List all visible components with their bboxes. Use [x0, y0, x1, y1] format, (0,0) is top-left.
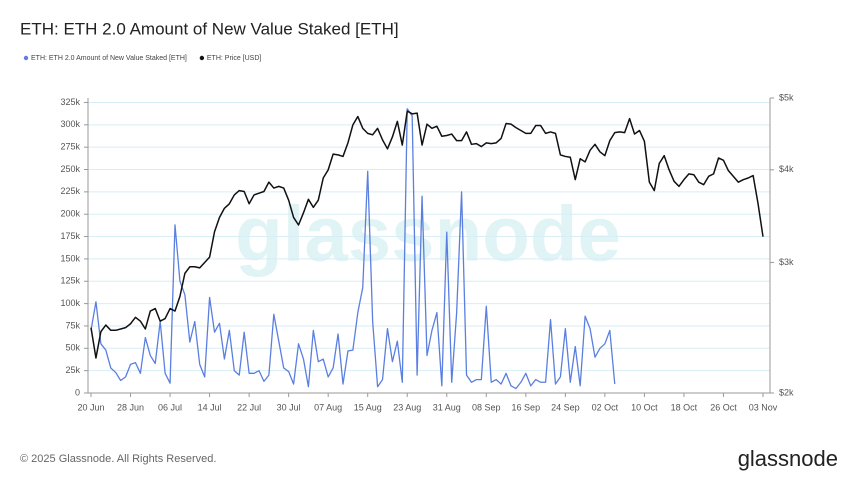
series-line: [90, 110, 764, 359]
y-tick-label: 75k: [65, 320, 80, 330]
y-tick-label: 100k: [60, 298, 80, 308]
y-tick-label: 50k: [65, 343, 80, 353]
x-tick-label: 16 Sep: [512, 402, 541, 412]
x-tick-label: 02 Oct: [592, 402, 619, 412]
y-tick-label: 125k: [60, 276, 80, 286]
y2-tick-label: $2k: [779, 387, 794, 397]
legend-marker: [23, 55, 29, 61]
y-tick-label: 300k: [60, 119, 80, 129]
legend-label: ETH: Price [USD]: [207, 55, 262, 62]
chart-title: ETH: ETH 2.0 Amount of New Value Staked …: [20, 19, 399, 38]
legend-marker: [199, 55, 205, 61]
x-tick-label: 07 Aug: [314, 402, 342, 412]
y-tick-label: 150k: [60, 253, 80, 263]
x-tick-label: 15 Aug: [354, 402, 382, 412]
x-tick-label: 31 Aug: [433, 402, 461, 412]
x-tick-label: 10 Oct: [631, 402, 658, 412]
logo: glassnode: [738, 446, 838, 471]
y-tick-label: 200k: [60, 209, 80, 219]
legend-label: ETH: ETH 2.0 Amount of New Value Staked …: [31, 55, 187, 62]
y-tick-label: 25k: [65, 365, 80, 375]
x-tick-label: 06 Jul: [158, 402, 182, 412]
y2-tick-label: $3k: [779, 257, 794, 267]
x-tick-label: 22 Jul: [237, 402, 261, 412]
y2-tick-label: $5k: [779, 92, 794, 102]
y2-tick-label: $4k: [779, 164, 794, 174]
x-tick-label: 18 Oct: [671, 402, 698, 412]
y-tick-label: 225k: [60, 186, 80, 196]
x-tick-label: 26 Oct: [710, 402, 737, 412]
y-tick-label: 275k: [60, 142, 80, 152]
x-tick-label: 30 Jul: [277, 402, 301, 412]
y-tick-label: 250k: [60, 164, 80, 174]
x-tick-label: 08 Sep: [472, 402, 501, 412]
y-tick-label: 175k: [60, 231, 80, 241]
y-tick-label: 325k: [60, 97, 80, 107]
x-tick-label: 24 Sep: [551, 402, 580, 412]
x-tick-label: 14 Jul: [198, 402, 222, 412]
x-tick-label: 28 Jun: [117, 402, 144, 412]
watermark: glassnode: [235, 190, 621, 278]
copyright: © 2025 Glassnode. All Rights Reserved.: [20, 453, 216, 465]
x-tick-label: 23 Aug: [393, 402, 421, 412]
x-tick-label: 20 Jun: [77, 402, 104, 412]
series-line: [90, 108, 616, 390]
x-tick-label: 03 Nov: [749, 402, 778, 412]
y-tick-label: 0: [75, 387, 80, 397]
